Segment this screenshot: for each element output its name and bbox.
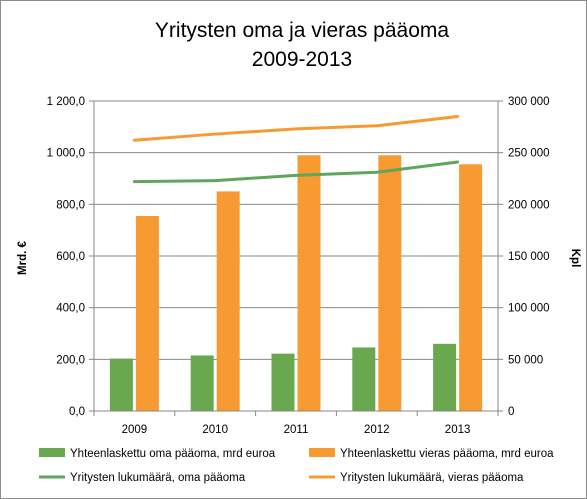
- legend: Yhteenlaskettu oma pääoma, mrd euroa Yhte…: [39, 448, 554, 484]
- legend-label: Yritysten lukumäärä, vieras pääoma: [340, 472, 524, 484]
- x-tick-label: 2012: [364, 424, 390, 436]
- bar-oma-2013: [433, 343, 457, 411]
- chart-title: Yritysten oma ja vieras pääoma: [155, 19, 449, 42]
- bar-oma-2012: [352, 347, 376, 411]
- bar-vieras-2012: [378, 155, 402, 411]
- legend-label: Yhteenlaskettu oma pääoma, mrd euroa: [70, 448, 276, 460]
- chart-subtitle: 2009-2013: [252, 48, 352, 71]
- x-tick-label: 2010: [202, 424, 228, 436]
- y-left-tick-label: 1 000,0: [47, 148, 85, 160]
- y-left-tick-label: 1 200,0: [47, 96, 85, 108]
- tick-labels: 0,0 200,0 400,0 600,0 800,0 1 000,0 1 200,0 0 50…: [47, 96, 550, 436]
- y-left-tick-label: 400,0: [56, 303, 85, 315]
- y-left-tick-label: 600,0: [56, 251, 85, 263]
- gridlines: [94, 100, 498, 360]
- bar-vieras-2010: [216, 191, 240, 411]
- bar-oma-2009: [109, 358, 133, 411]
- bar-group: [109, 155, 483, 411]
- bar-vieras-2013: [459, 164, 483, 411]
- legend-swatch: [309, 448, 335, 457]
- y-right-tick-label: 50 000: [508, 354, 543, 366]
- legend-swatch: [39, 448, 65, 457]
- y-right-axis-label: Kpl: [569, 249, 581, 268]
- y-left-tick-label: 800,0: [56, 199, 85, 211]
- y-right-tick-label: 0: [508, 406, 514, 418]
- bar-vieras-2011: [297, 155, 321, 411]
- line-series-vieras: [132, 115, 460, 142]
- y-right-tick-label: 150 000: [508, 251, 550, 263]
- y-left-tick-label: 0,0: [69, 406, 85, 418]
- y-left-tick-label: 200,0: [56, 354, 85, 366]
- x-tick-label: 2011: [284, 424, 309, 436]
- bar-oma-2011: [271, 353, 295, 411]
- bar-oma-2010: [190, 355, 214, 411]
- line-series-oma: [132, 160, 460, 184]
- x-tick-label: 2013: [445, 424, 471, 436]
- line-group: [132, 115, 460, 184]
- x-tick-label: 2009: [122, 424, 148, 436]
- bar-vieras-2009: [135, 215, 159, 411]
- y-right-tick-label: 300 000: [508, 96, 550, 108]
- y-right-tick-label: 200 000: [508, 199, 550, 211]
- y-left-axis-label: Mrd. €: [17, 240, 29, 274]
- legend-label: Yritysten lukumäärä, oma pääoma: [70, 472, 246, 484]
- y-right-tick-label: 250 000: [508, 148, 550, 160]
- y-right-tick-label: 100 000: [508, 303, 550, 315]
- legend-label: Yhteenlaskettu vieras pääoma, mrd euroa: [340, 448, 554, 460]
- axes: [89, 100, 503, 416]
